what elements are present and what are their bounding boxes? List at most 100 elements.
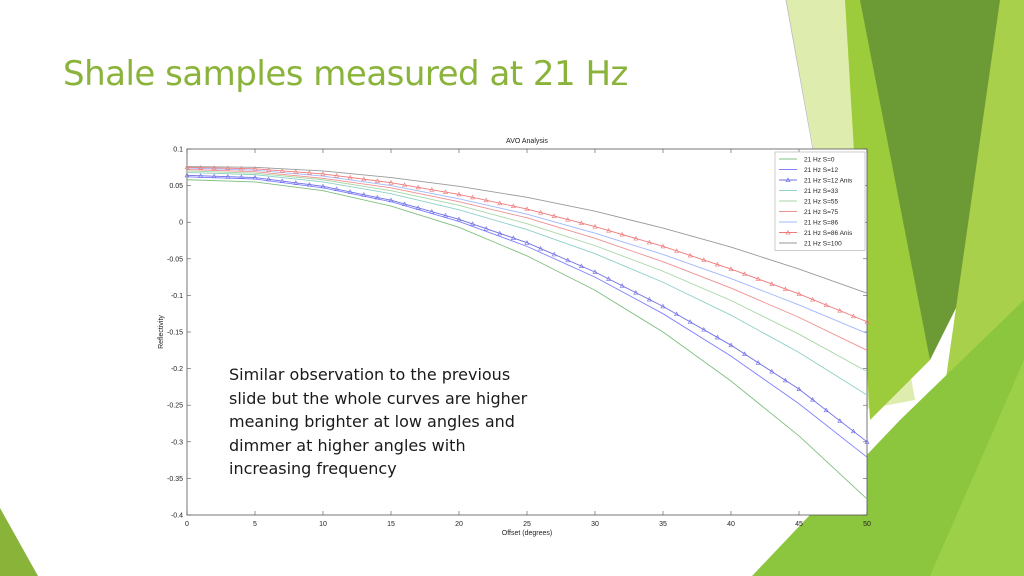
data-point bbox=[565, 216, 571, 222]
data-point bbox=[687, 252, 693, 258]
note-line: Similar observation to the previous bbox=[229, 365, 511, 384]
data-point bbox=[592, 269, 598, 274]
series-line bbox=[186, 167, 868, 334]
data-point bbox=[606, 227, 612, 233]
legend-label: 21 Hz S=12 Anis bbox=[804, 178, 853, 185]
y-tick-label: -0.4 bbox=[171, 513, 183, 520]
data-point bbox=[742, 351, 748, 356]
data-point bbox=[198, 164, 204, 170]
data-point bbox=[320, 183, 326, 189]
y-tick-label: -0.35 bbox=[167, 476, 183, 483]
series-line bbox=[186, 170, 868, 372]
data-point bbox=[184, 172, 190, 178]
data-point bbox=[402, 182, 408, 187]
data-point bbox=[184, 164, 190, 170]
data-point bbox=[456, 216, 462, 222]
y-tick-label: -0.2 bbox=[171, 366, 183, 373]
data-point bbox=[374, 178, 380, 183]
data-point bbox=[238, 165, 244, 171]
x-tick-label: 45 bbox=[795, 521, 803, 528]
left-corner-shape bbox=[0, 508, 38, 576]
x-tick-label: 15 bbox=[387, 521, 395, 528]
data-point bbox=[198, 173, 204, 178]
x-tick-label: 30 bbox=[591, 521, 599, 528]
x-tick-label: 40 bbox=[727, 521, 735, 528]
legend-marker bbox=[785, 177, 791, 182]
slide-title: Shale samples measured at 21 Hz bbox=[63, 54, 628, 94]
data-point bbox=[633, 235, 639, 241]
legend-marker bbox=[785, 229, 791, 235]
data-point bbox=[850, 313, 856, 319]
data-point bbox=[266, 176, 272, 182]
data-point bbox=[864, 319, 870, 324]
data-point bbox=[837, 308, 843, 313]
data-point bbox=[293, 180, 299, 185]
x-axis-label: Offset (degrees) bbox=[502, 530, 552, 537]
data-point bbox=[483, 197, 489, 203]
data-point bbox=[415, 184, 421, 190]
legend-label: 21 Hz S=75 bbox=[804, 209, 839, 216]
data-point bbox=[565, 257, 571, 263]
data-point bbox=[266, 167, 272, 172]
data-point bbox=[538, 245, 544, 251]
data-point bbox=[769, 281, 775, 286]
note-line: slide but the whole curves are higher bbox=[229, 388, 528, 408]
x-tick-label: 50 bbox=[863, 521, 871, 528]
data-point bbox=[837, 418, 843, 423]
data-point bbox=[619, 231, 625, 237]
data-point bbox=[470, 221, 476, 226]
y-tick-label: -0.05 bbox=[167, 256, 183, 263]
series-line bbox=[186, 169, 868, 351]
legend-label: 21 Hz S=55 bbox=[804, 199, 839, 206]
data-point bbox=[769, 368, 775, 374]
plot-area bbox=[186, 148, 868, 516]
data-point bbox=[497, 230, 503, 236]
y-tick-label: 0 bbox=[179, 220, 183, 227]
data-point bbox=[646, 296, 652, 302]
y-axis-label: Reflectivity bbox=[158, 315, 165, 349]
data-point bbox=[252, 166, 258, 171]
data-point bbox=[701, 327, 707, 332]
data-point bbox=[551, 213, 557, 218]
right-dark-shape bbox=[860, 0, 1024, 360]
data-point bbox=[728, 342, 734, 348]
data-point bbox=[279, 178, 285, 183]
data-point bbox=[823, 302, 829, 307]
data-point bbox=[714, 334, 720, 340]
data-point bbox=[442, 212, 448, 218]
note-line: meaning brighter at low angles and bbox=[229, 412, 515, 431]
x-tick-label: 5 bbox=[253, 521, 257, 528]
legend-label: 21 Hz S=0 bbox=[804, 157, 835, 164]
data-point bbox=[211, 165, 217, 170]
data-point bbox=[497, 200, 503, 206]
data-point bbox=[782, 286, 788, 291]
data-point bbox=[592, 223, 598, 229]
data-point bbox=[782, 377, 788, 383]
y-tick-label: 0.05 bbox=[169, 183, 183, 190]
bottom-right-light-shape bbox=[930, 360, 1024, 576]
y-tick-label: -0.15 bbox=[167, 330, 183, 337]
series-line bbox=[186, 166, 868, 294]
data-point bbox=[225, 174, 231, 179]
data-point bbox=[334, 186, 340, 192]
data-point bbox=[279, 168, 285, 173]
data-point bbox=[225, 165, 231, 171]
x-tick-label: 35 bbox=[659, 521, 667, 528]
data-point bbox=[293, 169, 299, 174]
data-point bbox=[524, 206, 530, 211]
data-point bbox=[361, 192, 367, 197]
data-point bbox=[578, 220, 584, 225]
data-point bbox=[850, 428, 856, 434]
legend-label: 21 Hz S=12 bbox=[804, 167, 839, 174]
data-point bbox=[646, 239, 652, 245]
data-point bbox=[374, 194, 380, 200]
data-point bbox=[714, 261, 720, 267]
data-point bbox=[252, 174, 258, 180]
y-tick-label: -0.3 bbox=[171, 439, 183, 446]
data-point bbox=[456, 191, 462, 197]
data-point bbox=[388, 180, 394, 185]
note-line: increasing frequency bbox=[229, 459, 397, 478]
legend-label: 21 Hz S=33 bbox=[804, 188, 839, 195]
